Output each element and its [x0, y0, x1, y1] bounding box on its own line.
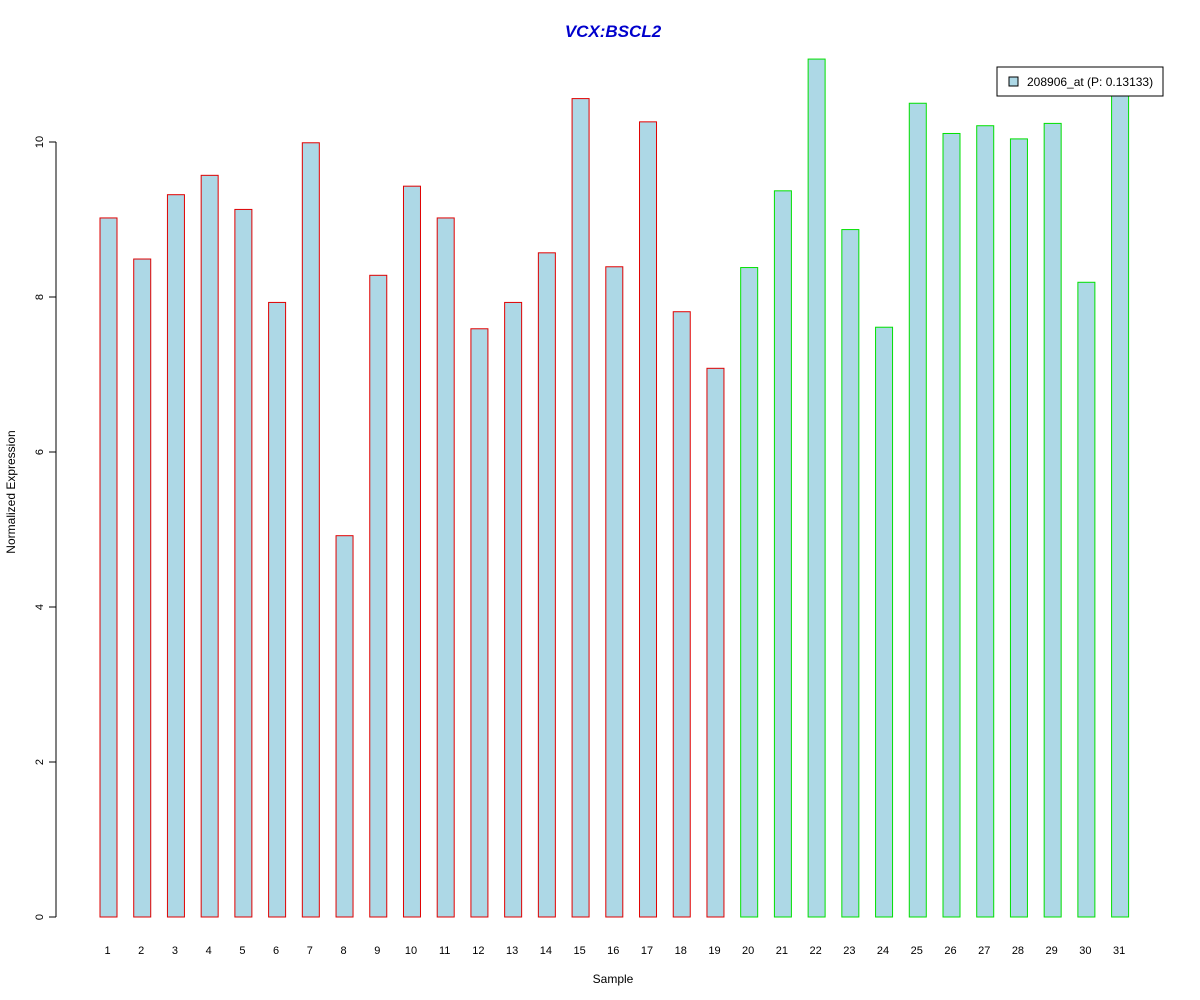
x-tick-label: 5	[239, 945, 245, 957]
x-tick-label: 23	[843, 945, 855, 957]
legend-box	[996, 66, 1164, 97]
bar-sample-18	[672, 311, 691, 918]
bar-sample-19	[706, 367, 725, 918]
bar-sample-24	[875, 326, 894, 918]
x-tick-label: 16	[607, 945, 619, 957]
bar-sample-20	[740, 267, 759, 918]
bar-sample-28	[1009, 138, 1028, 918]
legend: 208906_at (P: 0.13133)	[996, 66, 1164, 97]
x-tick-label: 17	[641, 945, 653, 957]
bar-sample-11	[436, 217, 455, 918]
y-axis-label: Normalized Expression	[4, 430, 18, 553]
x-tick-label: 12	[472, 945, 484, 957]
legend-label: 208906_at (P: 0.13133)	[1027, 75, 1153, 89]
x-tick-label: 28	[1012, 945, 1024, 957]
x-axis-label: Sample	[593, 972, 634, 986]
bar-sample-23	[841, 229, 860, 918]
x-tick-label: 20	[742, 945, 754, 957]
y-tick-label: 10	[34, 136, 46, 148]
x-tick-label: 13	[506, 945, 518, 957]
bar-sample-26	[942, 132, 961, 918]
x-tick-label: 19	[708, 945, 720, 957]
x-tick-label: 27	[978, 945, 990, 957]
x-tick-label: 31	[1113, 945, 1125, 957]
bar-sample-22	[807, 58, 826, 918]
x-tick-label: 30	[1079, 945, 1091, 957]
x-tick-label: 11	[439, 945, 450, 957]
bar-sample-4	[200, 174, 219, 918]
x-axis-tick-labels: 1 2 3 4 5 6 7 8 9 10 11 12 13 14 15 16 17 18 19 20 21 22 23 24 2…	[104, 945, 1125, 957]
x-tick-label: 24	[877, 945, 889, 957]
x-tick-label: 3	[172, 945, 178, 957]
bar-sample-14	[537, 252, 556, 918]
y-tick-label: 0	[34, 914, 46, 920]
y-tick-label: 8	[34, 294, 46, 300]
bar-sample-30	[1077, 281, 1096, 918]
bar-sample-3	[166, 194, 185, 918]
x-tick-label: 1	[104, 945, 110, 957]
x-tick-label: 22	[809, 945, 821, 957]
bar-sample-1	[99, 217, 118, 918]
bar-sample-21	[773, 190, 792, 918]
x-tick-label: 15	[573, 945, 585, 957]
bar-sample-15	[571, 98, 590, 918]
bar-sample-6	[268, 301, 287, 918]
bars	[99, 58, 1130, 918]
bar-sample-10	[402, 185, 421, 918]
y-tick-label: 4	[34, 604, 46, 610]
x-tick-label: 29	[1046, 945, 1058, 957]
bar-sample-16	[605, 266, 624, 918]
x-tick-label: 21	[776, 945, 788, 957]
chart-title: VCX:BSCL2	[565, 22, 662, 41]
x-tick-label: 25	[911, 945, 923, 957]
x-tick-label: 14	[540, 945, 552, 957]
bar-sample-9	[369, 274, 388, 918]
legend-swatch	[1008, 76, 1019, 87]
x-tick-label: 10	[405, 945, 417, 957]
bar-sample-25	[908, 102, 927, 918]
y-tick-label: 2	[34, 759, 46, 765]
x-tick-label: 26	[944, 945, 956, 957]
x-tick-label: 2	[138, 945, 144, 957]
bar-sample-17	[639, 121, 658, 918]
bar-sample-27	[976, 125, 995, 918]
x-tick-label: 18	[675, 945, 687, 957]
x-tick-label: 9	[374, 945, 380, 957]
x-tick-label: 4	[206, 945, 212, 957]
x-tick-label: 8	[340, 945, 346, 957]
bar-sample-31	[1111, 91, 1130, 918]
bar-sample-29	[1043, 122, 1062, 918]
bar-sample-7	[301, 142, 320, 918]
x-tick-label: 7	[307, 945, 313, 957]
x-tick-label: 6	[273, 945, 279, 957]
y-axis-ticks: 0 2 4 6 8 10	[34, 136, 56, 920]
bar-sample-5	[234, 208, 253, 918]
bar-sample-12	[470, 328, 489, 918]
bar-sample-13	[504, 301, 523, 918]
bar-sample-8	[335, 535, 354, 918]
bar-sample-2	[133, 258, 152, 918]
y-tick-label: 6	[34, 449, 46, 455]
